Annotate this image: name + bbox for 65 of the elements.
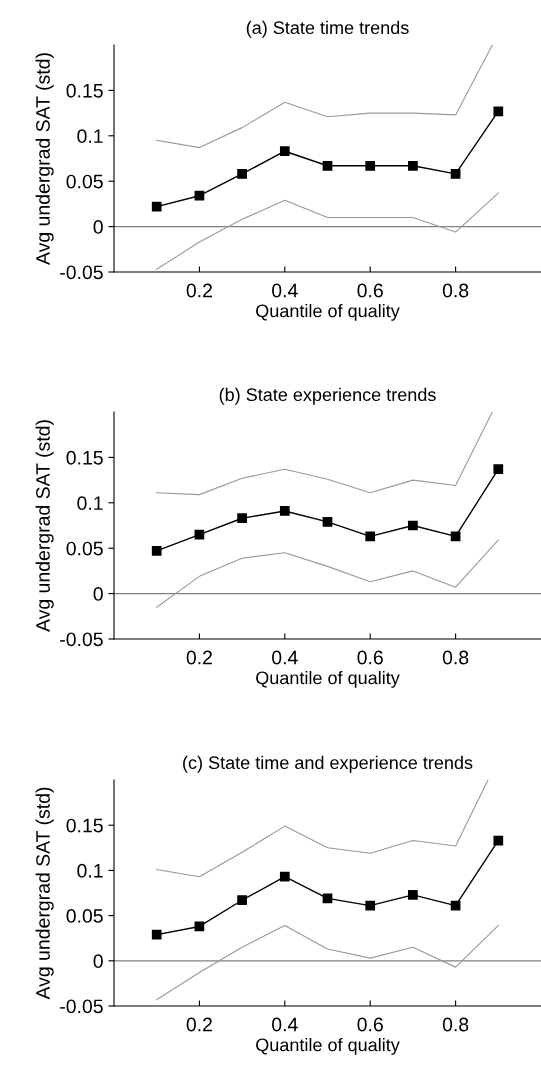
y-tick-label: -0.05: [60, 632, 103, 647]
chart-title: (a) State time trends: [246, 20, 409, 38]
point: [279, 871, 290, 882]
y-tick-label: 0.1: [77, 496, 103, 511]
point: [237, 513, 247, 524]
point: [322, 517, 333, 527]
point: [365, 160, 376, 171]
point: [279, 146, 290, 157]
point: [450, 169, 461, 179]
point: [493, 464, 504, 475]
point: [408, 160, 418, 171]
x-tick-label: 0.8: [442, 283, 469, 298]
point: [194, 190, 205, 201]
x-tick-label: 0.2: [186, 650, 212, 665]
x-tick-label: 0.8: [442, 650, 469, 665]
x-tick-label: 0.6: [357, 283, 383, 298]
y-tick-label: 0.05: [66, 909, 103, 923]
point: [151, 929, 162, 940]
point: [322, 160, 333, 171]
line-series: [156, 412, 493, 496]
y-axis-title: Avg undergrad SAT (std): [35, 53, 54, 265]
y-tick-label: -0.05: [60, 999, 103, 1014]
x-tick-label: 0.6: [357, 1017, 383, 1032]
x-axis-title: Quantile of quality: [256, 304, 400, 321]
y-tick-label: 0.15: [66, 83, 103, 98]
line-series: [156, 45, 493, 149]
y-tick-label: 0: [93, 587, 103, 601]
chart-title: (c) State time and experience trends: [183, 755, 473, 773]
x-tick-label: 0.8: [442, 1017, 469, 1032]
point: [237, 169, 247, 179]
x-tick-label: 0.4: [272, 650, 298, 665]
y-axis-title: Avg undergrad SAT (std): [35, 787, 54, 1000]
line-series: [156, 192, 499, 270]
point: [365, 900, 376, 911]
y-tick-label: -0.05: [60, 265, 103, 280]
point: [151, 201, 162, 212]
y-tick-label: 0: [93, 954, 103, 969]
point: [408, 520, 418, 531]
y-tick-label: 0.1: [77, 863, 103, 878]
x-tick-label: 0.4: [272, 1017, 298, 1032]
y-tick-label: 0.05: [66, 174, 103, 189]
x-axis-title: Quantile of quality: [256, 671, 400, 688]
line-series: [156, 780, 489, 878]
chart-title: (b) State experience trends: [219, 387, 436, 405]
line-series: [156, 539, 499, 608]
x-axis-title: Quantile of quality: [256, 1038, 400, 1055]
point: [279, 506, 290, 516]
point: [450, 900, 461, 911]
point: [365, 531, 376, 542]
point: [151, 546, 162, 556]
y-tick-label: 0.15: [66, 450, 103, 465]
point: [493, 835, 504, 846]
x-tick-label: 0.4: [272, 283, 298, 298]
point: [493, 106, 504, 117]
point: [408, 889, 418, 900]
y-axis-title: Avg undergrad SAT (std): [35, 420, 54, 632]
y-tick-label: 0.1: [77, 129, 103, 144]
point: [237, 895, 247, 906]
x-tick-label: 0.2: [186, 1017, 212, 1032]
line-series: [156, 924, 499, 1001]
y-tick-label: 0.15: [66, 818, 103, 833]
x-tick-label: 0.2: [186, 283, 212, 298]
y-tick-label: 0.05: [66, 541, 103, 556]
x-tick-label: 0.6: [357, 650, 383, 665]
y-tick-label: 0: [93, 220, 103, 234]
